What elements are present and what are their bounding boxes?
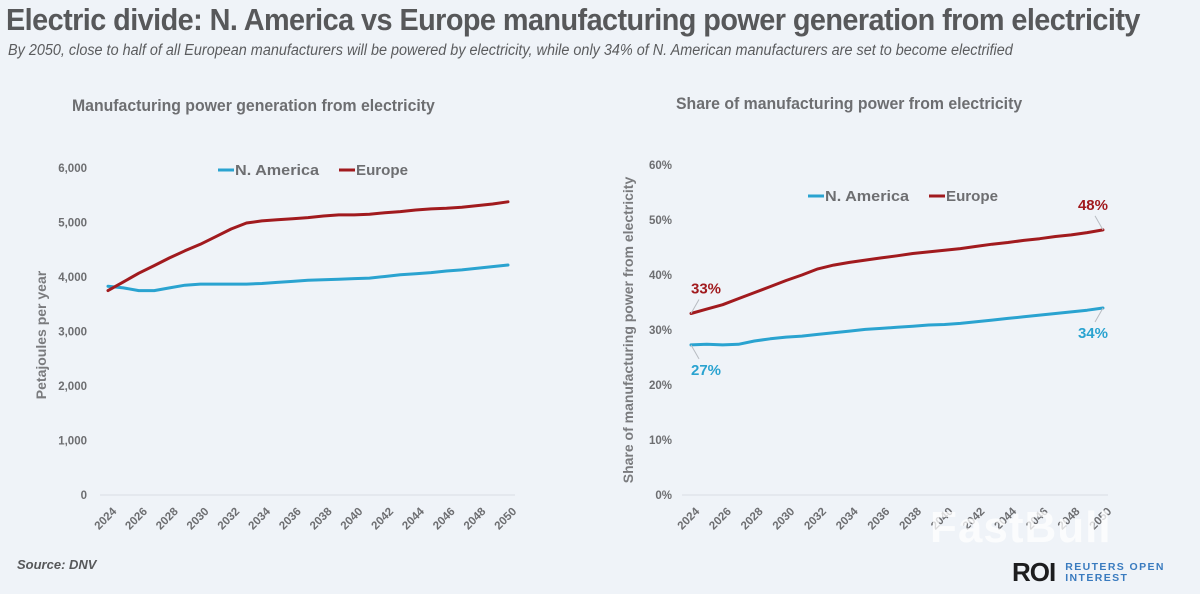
source-note: Source: DNV [17,557,97,572]
roi-logo-line2: INTEREST [1065,571,1129,584]
left-y-tick-label: 0 [81,490,87,502]
left-chart-title: Manufacturing power generation from elec… [72,96,435,115]
right-x-tick-label: 2032 [802,506,829,533]
right-annotation-label: 27% [691,362,721,379]
left-y-tick-label: 1,000 [58,436,87,448]
right-chart: 0% 10% 20% 30% 40% 50% 60% 2024 2026 2028 2030 2032… [620,160,1114,532]
left-x-tick-label: 2026 [123,506,150,533]
right-annotation-leader [1094,215,1104,231]
right-chart-title: Share of manufacturing power from electr… [676,94,1023,113]
roi-logo-text: REUTERS OPEN INTEREST [1065,560,1165,584]
right-legend-label-n-america: N. America [825,188,910,205]
left-x-tick-label: 2044 [400,505,427,532]
left-series-europe [106,200,510,293]
right-annotation-leader [690,344,700,360]
right-series-n-america [689,306,1105,347]
right-x-tick-label: 2030 [771,506,798,533]
left-y-tick-label: 2,000 [58,381,87,393]
left-x-tick-label: 2036 [277,506,304,533]
right-x-tick-label: 2024 [676,505,703,532]
watermark: FastBull [930,503,1112,552]
right-y-tick-label: 10% [649,435,672,447]
left-y-tick-label: 5,000 [58,218,87,230]
left-x-tick-label: 2034 [246,505,273,532]
right-y-tick-label: 30% [649,325,672,337]
left-y-tick-label: 6,000 [58,163,87,175]
right-x-tick-label: 2028 [739,505,766,532]
left-x-tick-label: 2024 [93,505,120,532]
left-x-tick-label: 2040 [339,506,366,533]
right-legend-label-europe: Europe [946,188,998,205]
left-x-tick-label: 2050 [493,506,520,533]
roi-logo-line1: REUTERS OPEN [1065,560,1165,573]
left-x-tick-label: 2038 [308,505,335,532]
left-x-tick-label: 2028 [154,505,181,532]
page-subtitle: By 2050, close to half of all European m… [8,42,1013,59]
roi-logo: ROI REUTERS OPEN INTEREST [1012,557,1165,588]
right-y-tick-label: 40% [649,270,672,282]
right-series-europe [689,228,1105,315]
left-series-n-america [106,263,510,293]
right-annotation-leader [690,299,700,314]
right-y-tick-label: 20% [649,380,672,392]
left-legend-label-europe: Europe [356,162,408,179]
right-annotation-label: 34% [1078,325,1108,342]
right-annotation-label: 48% [1078,197,1108,214]
roi-logo-mark: ROI [1012,557,1056,587]
left-x-tick-label: 2042 [370,506,397,533]
right-x-tick-label: 2034 [834,505,861,532]
left-y-axis-label: Petajoules per year [33,270,49,399]
right-y-axis-label: Share of manufacturing power from electr… [620,177,636,484]
left-x-tick-label: 2046 [431,506,458,533]
left-x-tick-label: 2048 [462,505,489,532]
right-x-tick-label: 2036 [866,506,893,533]
right-annotation-label: 33% [691,281,721,298]
right-y-tick-label: 50% [649,215,672,227]
page-title: Electric divide: N. America vs Europe ma… [6,2,1140,37]
right-annotation-leader [1094,307,1104,323]
left-legend-label-n-america: N. America [235,162,320,179]
left-y-tick-label: 4,000 [58,272,87,284]
left-x-tick-label: 2030 [185,506,212,533]
right-x-tick-label: 2026 [707,506,734,533]
left-y-tick-label: 3,000 [58,327,87,339]
right-x-tick-label: 2038 [897,505,924,532]
right-y-tick-label: 60% [649,160,672,172]
left-x-tick-label: 2032 [216,506,243,533]
right-y-tick-label: 0% [655,490,672,502]
